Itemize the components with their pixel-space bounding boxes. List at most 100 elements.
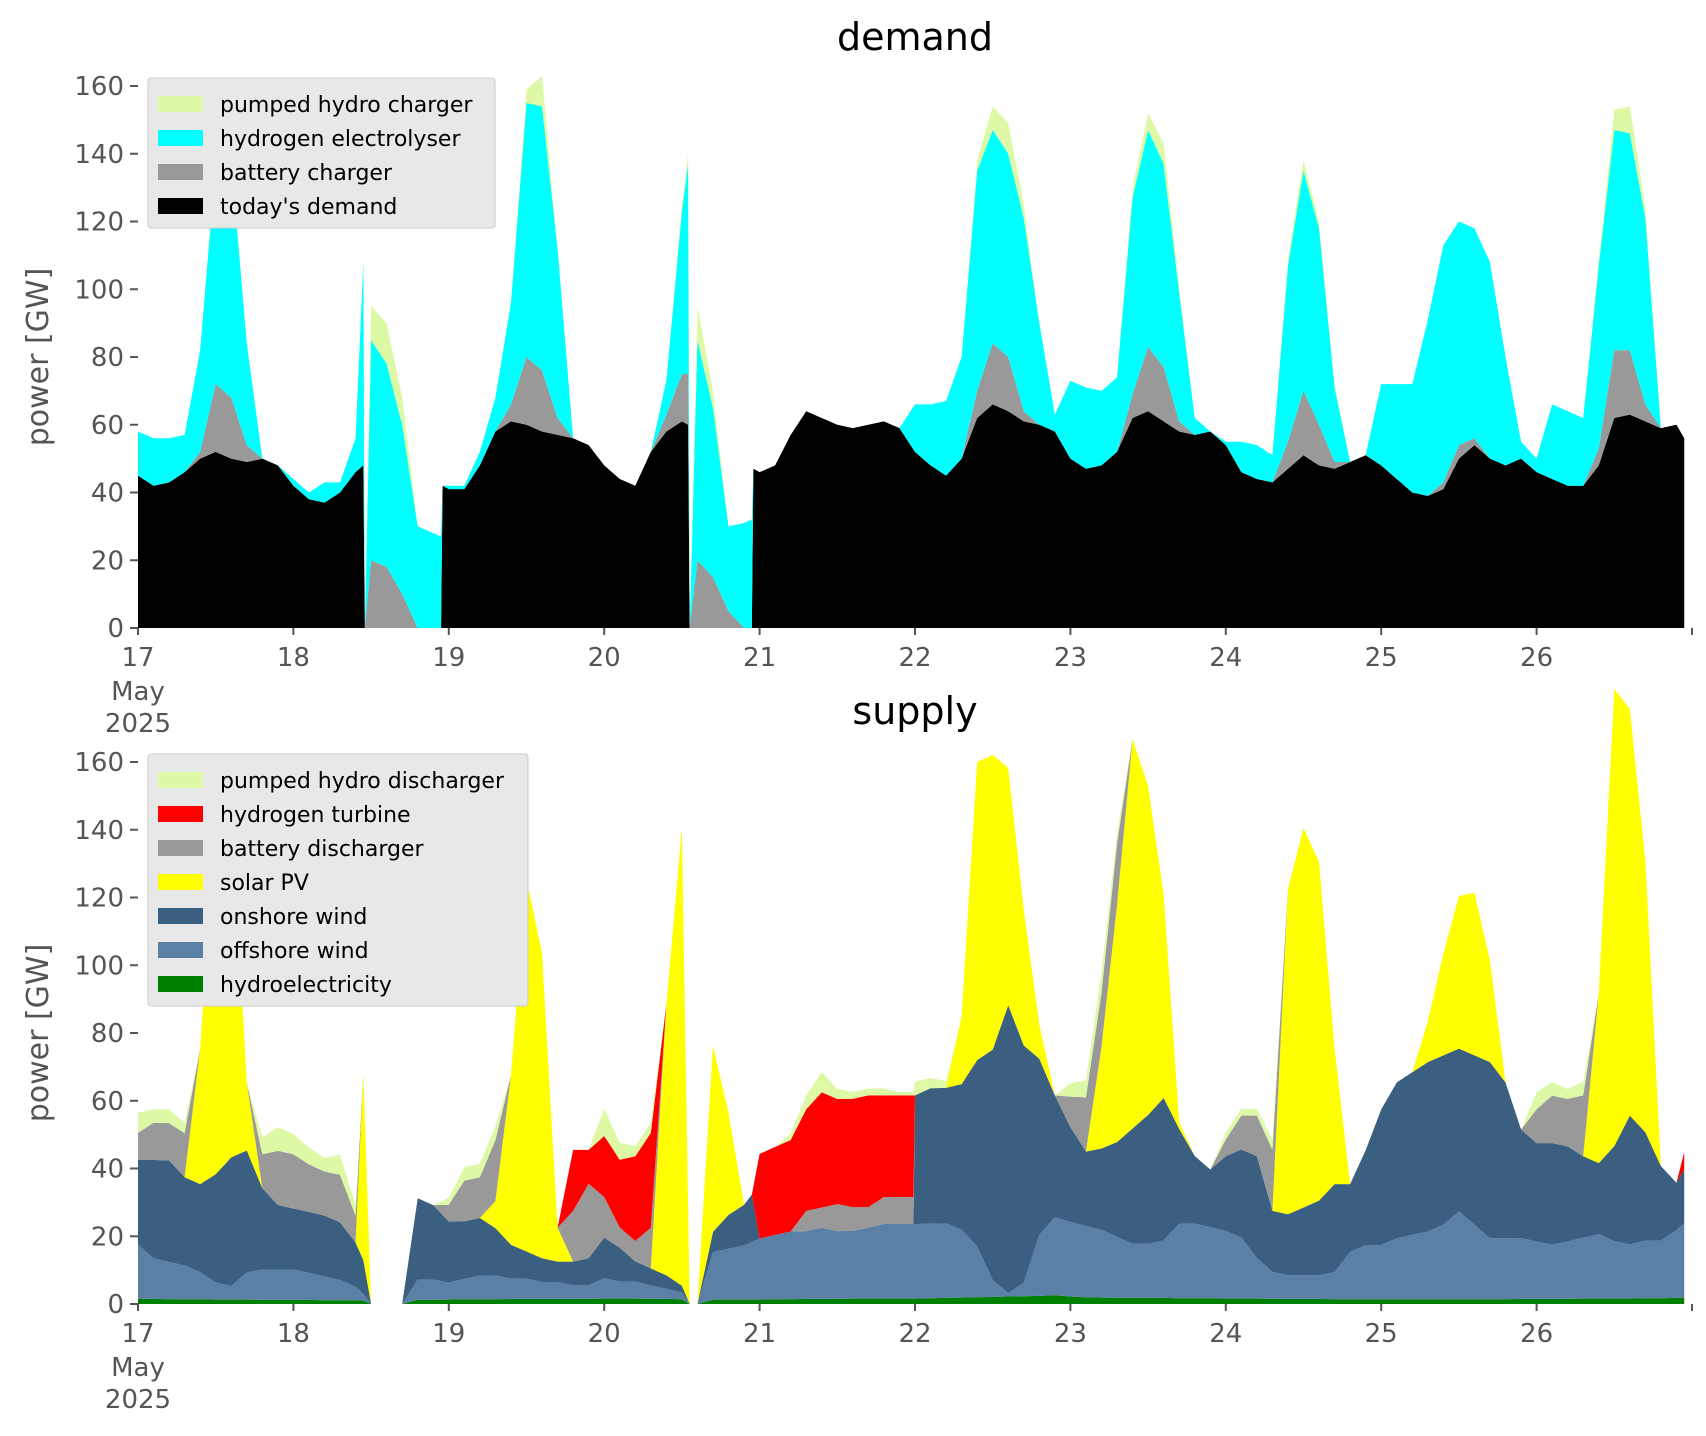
legend-swatch bbox=[158, 840, 203, 856]
legend-label: pumped hydro charger bbox=[220, 93, 473, 118]
legend-label: hydrogen turbine bbox=[220, 803, 411, 828]
x-tick-label: 20 bbox=[588, 643, 621, 673]
legend-swatch bbox=[158, 874, 203, 890]
x-tick-label: 25 bbox=[1365, 1319, 1398, 1349]
legend-swatch bbox=[158, 198, 203, 214]
area-offshore-wind bbox=[138, 1211, 1685, 1304]
legend-item: pumped hydro charger bbox=[158, 93, 473, 118]
legend-label: offshore wind bbox=[220, 939, 369, 964]
y-tick-label: 0 bbox=[107, 1290, 124, 1320]
y-tick-label: 60 bbox=[91, 411, 124, 441]
legend-label: onshore wind bbox=[220, 905, 367, 930]
chart-title: demand bbox=[837, 15, 993, 59]
y-tick-label: 60 bbox=[91, 1087, 124, 1117]
legend-item: battery discharger bbox=[158, 837, 425, 862]
series-areas bbox=[138, 688, 1685, 1304]
x-tick-label: 17 bbox=[121, 1319, 154, 1349]
x-tick-label: 25 bbox=[1365, 643, 1398, 673]
legend-item: hydrogen turbine bbox=[158, 803, 411, 828]
legend-swatch bbox=[158, 908, 203, 924]
x-tick-label: 20 bbox=[588, 1319, 621, 1349]
legend-label: solar PV bbox=[220, 871, 309, 896]
legend-item: battery charger bbox=[158, 161, 393, 186]
y-tick-label: 120 bbox=[74, 884, 124, 914]
x-tick-label: 26 bbox=[1520, 643, 1553, 673]
legend-label: battery discharger bbox=[220, 837, 425, 862]
y-tick-label: 120 bbox=[74, 208, 124, 238]
y-tick-label: 80 bbox=[91, 1019, 124, 1049]
legend-item: onshore wind bbox=[158, 905, 367, 930]
y-tick-label: 40 bbox=[91, 479, 124, 509]
y-tick-label: 140 bbox=[74, 140, 124, 170]
x-tick-label: 18 bbox=[277, 1319, 310, 1349]
y-axis-label: power [GW] bbox=[21, 268, 56, 447]
y-tick-label: 140 bbox=[74, 816, 124, 846]
y-tick-label: 100 bbox=[74, 275, 124, 305]
x-tick-label: 24 bbox=[1209, 643, 1242, 673]
series-areas bbox=[138, 75, 1685, 628]
legend-item: hydrogen electrolyser bbox=[158, 127, 461, 152]
y-tick-label: 0 bbox=[107, 614, 124, 644]
x-tick-sublabel: May bbox=[111, 677, 165, 707]
y-tick-label: 80 bbox=[91, 343, 124, 373]
y-tick-label: 40 bbox=[91, 1155, 124, 1185]
chart-title: supply bbox=[852, 689, 977, 733]
x-tick-label: 26 bbox=[1520, 1319, 1553, 1349]
x-tick-label: 18 bbox=[277, 643, 310, 673]
legend-swatch bbox=[158, 976, 203, 992]
x-tick-label: 19 bbox=[432, 1319, 465, 1349]
area-hydrogen-turbine bbox=[138, 688, 1685, 1304]
legend-swatch bbox=[158, 942, 203, 958]
x-tick-label: 23 bbox=[1054, 1319, 1087, 1349]
y-axis: 0 20 40 60 80 100 120 140 160 bbox=[74, 748, 138, 1320]
area-solar-pv bbox=[138, 688, 1685, 1304]
x-tick-sublabel: 2025 bbox=[105, 1385, 171, 1415]
x-tick-label: 21 bbox=[743, 1319, 776, 1349]
x-tick-sublabel: 2025 bbox=[105, 709, 171, 739]
y-tick-label: 160 bbox=[74, 72, 124, 102]
legend-item: hydroelectricity bbox=[158, 973, 392, 998]
x-tick-label: 22 bbox=[898, 643, 931, 673]
y-tick-label: 100 bbox=[74, 951, 124, 981]
area-today-s-demand bbox=[138, 404, 1685, 628]
legend-item: solar PV bbox=[158, 871, 309, 896]
legend-label: pumped hydro discharger bbox=[220, 769, 505, 794]
legend: pumped hydro discharger hydrogen turbine b… bbox=[147, 753, 529, 1007]
x-tick-label: 22 bbox=[898, 1319, 931, 1349]
area-hydroelectricity bbox=[138, 1295, 1685, 1304]
y-tick-label: 160 bbox=[74, 748, 124, 778]
x-tick-sublabel: May bbox=[111, 1353, 165, 1383]
legend-label: hydroelectricity bbox=[220, 973, 392, 998]
legend-label: today's demand bbox=[220, 195, 397, 220]
legend-item: today's demand bbox=[158, 195, 397, 220]
y-tick-label: 20 bbox=[91, 546, 124, 576]
x-tick-label: 23 bbox=[1054, 643, 1087, 673]
legend-frame bbox=[147, 77, 496, 229]
legend-swatch bbox=[158, 806, 203, 822]
y-tick-label: 20 bbox=[91, 1222, 124, 1252]
legend-item: offshore wind bbox=[158, 939, 369, 964]
legend-frame bbox=[147, 753, 529, 1007]
legend: pumped hydro charger hydrogen electrolyse… bbox=[147, 77, 496, 229]
legend-swatch bbox=[158, 96, 203, 112]
x-tick-label: 21 bbox=[743, 643, 776, 673]
y-axis-label: power [GW] bbox=[21, 944, 56, 1123]
legend-item: pumped hydro discharger bbox=[158, 769, 505, 794]
x-tick-label: 24 bbox=[1209, 1319, 1242, 1349]
y-axis: 0 20 40 60 80 100 120 140 160 bbox=[74, 72, 138, 644]
x-tick-label: 19 bbox=[432, 643, 465, 673]
legend-swatch bbox=[158, 164, 203, 180]
legend-swatch bbox=[158, 772, 203, 788]
legend-label: hydrogen electrolyser bbox=[220, 127, 461, 152]
legend-swatch bbox=[158, 130, 203, 146]
x-tick-label: 17 bbox=[121, 643, 154, 673]
area-battery-charger bbox=[138, 343, 1685, 628]
area-hydrogen-electrolyser bbox=[138, 102, 1685, 628]
area-onshore-wind bbox=[138, 1005, 1685, 1304]
